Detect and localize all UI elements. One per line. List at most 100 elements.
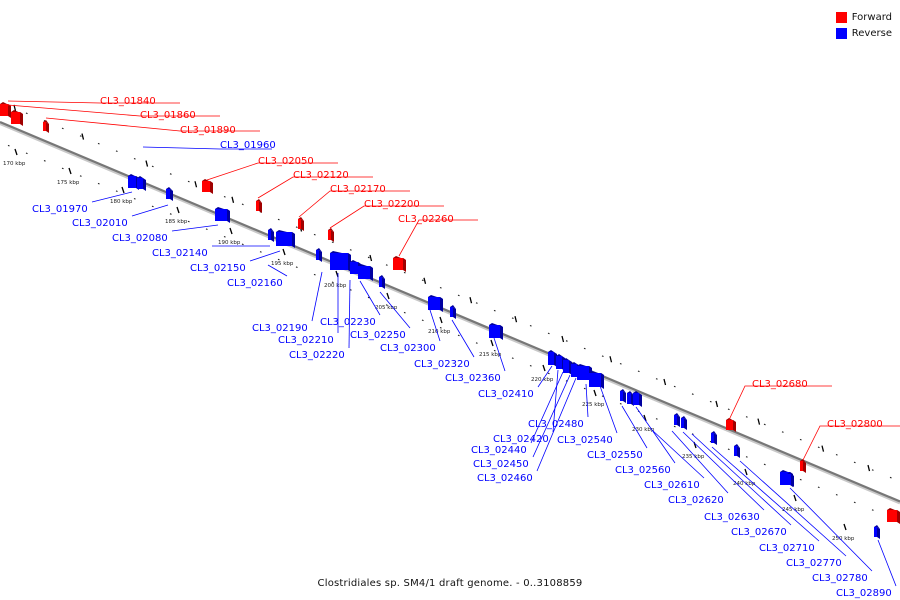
forward-track-dots xyxy=(727,408,730,411)
reverse-gene-leader xyxy=(621,405,648,449)
reverse-gene-label: CL3_02770 xyxy=(786,558,842,569)
reverse-track-dots xyxy=(853,501,856,504)
scale-tick-mark xyxy=(386,292,390,300)
forward-track-dots xyxy=(25,112,28,115)
legend-forward-label: Forward xyxy=(851,11,892,23)
forward-tick-mark xyxy=(757,418,761,425)
scale-tick-label: 210 kbp xyxy=(428,329,451,335)
forward-track-dots xyxy=(601,355,604,358)
forward-tick-mark xyxy=(469,297,473,304)
forward-gene-leader xyxy=(45,117,260,132)
reverse-feature xyxy=(428,295,443,312)
reverse-feature xyxy=(734,444,740,458)
reverse-feature xyxy=(548,350,557,367)
reverse-track-dots xyxy=(529,364,532,367)
reverse-gene-label: CL3_01960 xyxy=(220,140,276,151)
reverse-gene-label: CL3_02780 xyxy=(812,573,868,584)
reverse-track-dots xyxy=(673,425,676,428)
reverse-gene-label: CL3_02150 xyxy=(190,263,246,274)
forward-tick-mark xyxy=(231,196,235,203)
scale-tick-mark xyxy=(229,227,233,235)
reverse-swatch xyxy=(835,27,847,39)
reverse-feature xyxy=(674,413,680,427)
reverse-track-dots xyxy=(7,144,10,147)
forward-gene-label: CL3_02800 xyxy=(827,419,883,430)
reverse-gene-leader xyxy=(651,429,705,479)
reverse-track-dots xyxy=(331,281,334,284)
forward-gene-leader xyxy=(802,425,900,461)
reverse-gene-label: CL3_02710 xyxy=(759,543,815,554)
reverse-track-dots xyxy=(403,311,406,314)
reverse-track-dots xyxy=(43,160,46,162)
forward-tick-mark xyxy=(561,335,565,343)
forward-track-dots xyxy=(583,347,586,350)
reverse-track-dots xyxy=(205,228,208,231)
forward-track-dots xyxy=(799,438,802,441)
reverse-gene-label: CL3_02080 xyxy=(112,233,168,244)
reverse-gene-label: CL3_02610 xyxy=(644,480,700,491)
reverse-track-dots xyxy=(295,266,298,268)
reverse-gene-leader xyxy=(429,309,441,342)
forward-track-dots xyxy=(169,173,172,175)
reverse-gene-leader xyxy=(267,264,288,277)
reverse-gene-leader xyxy=(682,431,765,511)
reverse-gene-label: CL3_02140 xyxy=(152,248,208,259)
forward-feature xyxy=(393,256,406,272)
scale-tick-label: 175 kbp xyxy=(57,180,80,186)
reverse-track-dots xyxy=(619,402,622,405)
scale-tick-mark xyxy=(14,148,18,156)
legend-reverse: Reverse xyxy=(835,25,892,41)
reverse-gene-label: CL3_02630 xyxy=(704,512,760,523)
reverse-feature xyxy=(620,389,626,403)
reverse-track-dots xyxy=(745,456,748,458)
reverse-gene-leader xyxy=(537,365,553,388)
forward-track-dots xyxy=(817,446,820,449)
reverse-feature xyxy=(787,472,794,487)
reverse-feature xyxy=(450,305,456,319)
forward-track-dots xyxy=(853,461,856,464)
scale-tick-label: 205 kbp xyxy=(375,305,398,311)
reverse-gene-label: CL3_02460 xyxy=(477,473,533,484)
forward-track-dots xyxy=(763,423,766,426)
reverse-feature xyxy=(137,176,146,191)
reverse-track-dots xyxy=(223,235,226,238)
reverse-track-dots xyxy=(169,213,172,215)
reverse-track-dots xyxy=(277,258,280,261)
forward-gene-label: CL3_02200 xyxy=(364,199,420,210)
reverse-feature xyxy=(874,525,880,539)
scale-tick-mark xyxy=(744,468,748,476)
reverse-gene-label: CL3_02480 xyxy=(528,419,584,430)
scale-tick-label: 230 kbp xyxy=(632,427,655,433)
reverse-feature xyxy=(316,248,322,262)
reverse-feature xyxy=(276,230,295,248)
forward-feature xyxy=(328,228,334,242)
forward-track-dots xyxy=(97,142,100,145)
forward-feature xyxy=(298,217,304,231)
forward-track-dots xyxy=(457,294,460,297)
forward-feature xyxy=(11,110,23,126)
reverse-feature xyxy=(563,358,572,375)
forward-track-dots xyxy=(115,150,118,153)
forward-tick-mark xyxy=(514,316,518,323)
reverse-track-dots xyxy=(763,463,766,466)
scale-tick-mark xyxy=(121,186,125,194)
reverse-gene-label: CL3_02230 xyxy=(320,317,376,328)
forward-track-dots xyxy=(79,135,82,137)
scale-tick-label: 185 kbp xyxy=(165,219,188,225)
reverse-gene-leader xyxy=(789,487,873,572)
reverse-gene-label: CL3_02670 xyxy=(731,527,787,538)
reverse-track-dots xyxy=(313,273,316,276)
reverse-gene-leader xyxy=(691,433,792,526)
legend-forward: Forward xyxy=(835,9,892,25)
forward-tick-mark xyxy=(609,356,613,363)
forward-track-dots xyxy=(367,256,370,259)
forward-track-dots xyxy=(331,241,334,244)
reverse-gene-label: CL3_02190 xyxy=(252,323,308,334)
reverse-gene-leader xyxy=(552,369,559,433)
reverse-track-dots xyxy=(115,190,118,193)
reverse-feature xyxy=(711,431,717,445)
forward-track-dots xyxy=(151,165,154,168)
forward-tick-mark xyxy=(663,378,667,386)
reverse-track-dots xyxy=(817,486,820,489)
reverse-gene-leader xyxy=(249,250,281,262)
